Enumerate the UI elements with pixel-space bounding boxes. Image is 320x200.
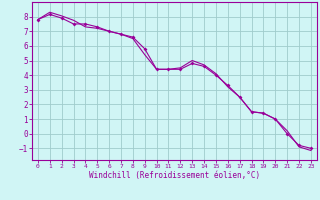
X-axis label: Windchill (Refroidissement éolien,°C): Windchill (Refroidissement éolien,°C): [89, 171, 260, 180]
